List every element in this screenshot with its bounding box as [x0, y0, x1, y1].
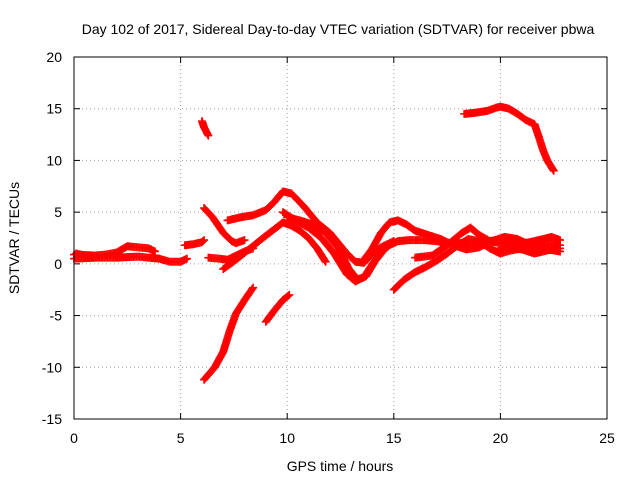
series-track-j	[261, 290, 294, 326]
y-tick-label: 20	[46, 49, 62, 65]
data-point	[204, 131, 213, 140]
tick-labels: 0 5 10 15 20 25 -15 -10 -5 0 5 10 15 20	[42, 49, 615, 446]
y-tick-label: 10	[46, 152, 62, 168]
data-point	[249, 283, 258, 292]
series-track-g	[200, 283, 258, 384]
chart-title: Day 102 of 2017, Sidereal Day-to-day VTE…	[82, 21, 595, 37]
x-tick-label: 0	[70, 430, 78, 446]
data-point	[321, 257, 330, 266]
data-point	[285, 290, 294, 299]
series-track-q	[460, 102, 558, 175]
data-point	[240, 236, 249, 245]
data-point	[248, 284, 257, 293]
x-axis-label: GPS time / hours	[287, 458, 394, 474]
y-axis-label: SDTVAR / TECUs	[6, 182, 22, 294]
x-tick-label: 10	[279, 430, 295, 446]
data-point	[381, 244, 390, 253]
data-point	[380, 245, 389, 254]
series-track-f	[200, 204, 249, 248]
y-tick-label: -10	[42, 359, 62, 375]
series-track-r	[492, 244, 565, 258]
y-tick-label: 15	[46, 101, 62, 117]
series-track-m	[283, 213, 390, 284]
series-track-d	[180, 236, 209, 250]
y-tick-label: 5	[54, 204, 62, 220]
x-tick-label: 15	[386, 430, 402, 446]
data-point	[198, 237, 207, 246]
x-tick-label: 20	[493, 430, 509, 446]
data-point	[151, 247, 160, 256]
data-point	[182, 254, 191, 263]
data-point	[549, 166, 558, 175]
y-tick-label: 0	[54, 256, 62, 272]
data-point	[556, 236, 565, 245]
data-points	[70, 102, 565, 384]
y-tick-label: -5	[50, 308, 63, 324]
axis-ticks	[73, 56, 608, 420]
series-track-k	[219, 218, 330, 274]
data-point	[556, 244, 565, 253]
series-track-e	[197, 117, 213, 140]
data-point	[284, 291, 293, 300]
data-point	[320, 256, 329, 265]
series-track-p	[411, 223, 565, 262]
x-tick-label: 5	[177, 430, 185, 446]
data-point	[200, 236, 209, 245]
series-track-c	[72, 249, 89, 260]
data-point	[80, 251, 89, 260]
y-tick-label: -15	[42, 411, 62, 427]
plot-frame	[73, 56, 608, 420]
x-tick-label: 25	[599, 430, 615, 446]
